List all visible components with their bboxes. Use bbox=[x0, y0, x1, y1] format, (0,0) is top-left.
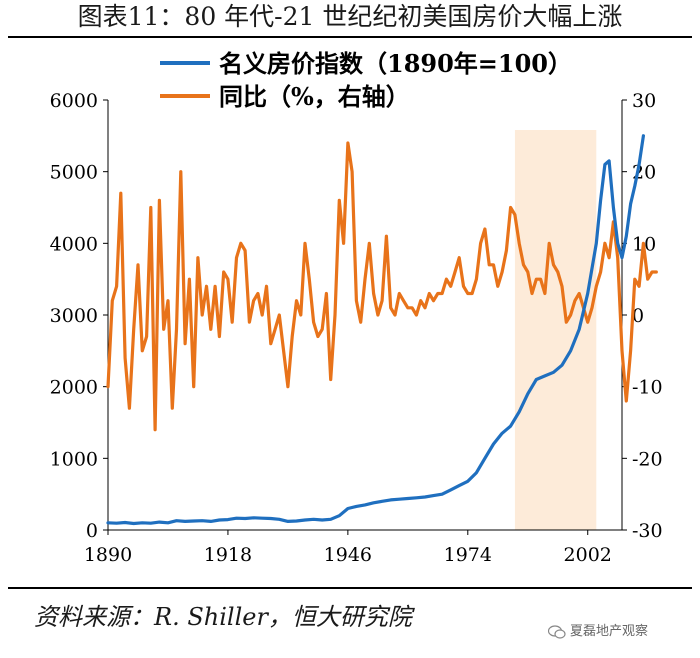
y-left-tick-label: 2000 bbox=[50, 377, 98, 399]
chart-title: 图表11：80 年代-21 世纪纪初美国房价大幅上涨 bbox=[77, 2, 623, 31]
y-left-tick-label: 1000 bbox=[50, 448, 98, 470]
x-tick-label: 1974 bbox=[444, 544, 492, 566]
chart-series bbox=[106, 134, 658, 526]
y-right-tick-label: -20 bbox=[632, 448, 663, 470]
y-right-tick-label: -10 bbox=[632, 377, 663, 399]
watermark: 夏磊地产观察 bbox=[548, 620, 648, 639]
legend-label: 同比（%，右轴） bbox=[219, 82, 410, 111]
y-left-tick-label: 3000 bbox=[50, 305, 98, 327]
source-rule bbox=[8, 587, 692, 589]
y-left-tick-label: 0 bbox=[86, 520, 98, 542]
y-left-tick-label: 6000 bbox=[50, 90, 98, 112]
y-right-tick-label: 30 bbox=[632, 90, 656, 112]
x-tick-label: 2002 bbox=[564, 544, 612, 566]
x-tick-label: 1946 bbox=[324, 544, 372, 566]
chat-bubble-icon bbox=[548, 624, 566, 639]
x-tick-label: 1890 bbox=[84, 544, 132, 566]
chart-legend: 名义房价指数（1890年=100） 同比（%，右轴） bbox=[160, 49, 572, 111]
y-left-tick-label: 4000 bbox=[50, 233, 98, 255]
watermark-text: 夏磊地产观察 bbox=[570, 624, 649, 639]
y-right-tick-label: -30 bbox=[632, 520, 663, 542]
price-index-line bbox=[106, 134, 645, 526]
source-note: 资料来源：R. Shiller，恒大研究院 bbox=[34, 603, 412, 631]
y-right-tick-label: 0 bbox=[632, 305, 644, 327]
y-left-tick-label: 5000 bbox=[50, 162, 98, 184]
yoy-change-line bbox=[106, 141, 658, 432]
title-rule bbox=[8, 36, 692, 38]
chart: 0100020003000400050006000-30-20-10010203… bbox=[50, 49, 663, 566]
x-tick-label: 1918 bbox=[204, 544, 252, 566]
legend-label: 名义房价指数（1890年=100） bbox=[219, 49, 572, 78]
chart-axes: 0100020003000400050006000-30-20-10010203… bbox=[50, 90, 663, 566]
highlight-band bbox=[514, 130, 597, 530]
